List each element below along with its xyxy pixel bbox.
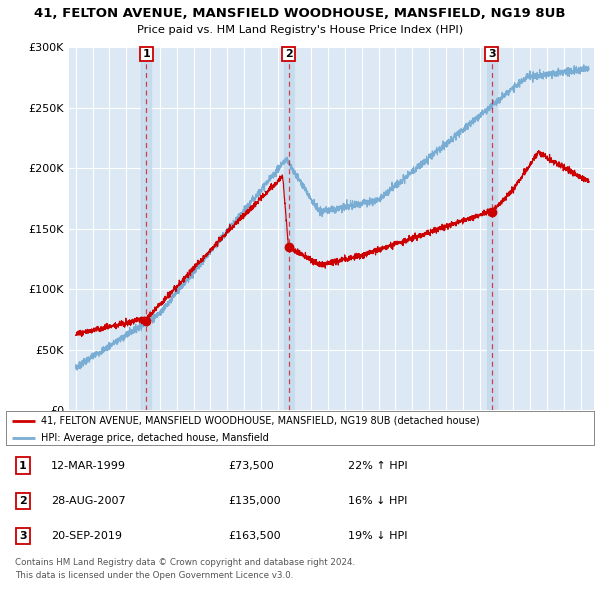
Text: 22% ↑ HPI: 22% ↑ HPI [348, 461, 407, 470]
Text: 1: 1 [19, 461, 26, 470]
Text: This data is licensed under the Open Government Licence v3.0.: This data is licensed under the Open Gov… [15, 571, 293, 579]
Text: 41, FELTON AVENUE, MANSFIELD WOODHOUSE, MANSFIELD, NG19 8UB (detached house): 41, FELTON AVENUE, MANSFIELD WOODHOUSE, … [41, 416, 480, 426]
Text: 20-SEP-2019: 20-SEP-2019 [51, 532, 122, 541]
Text: HPI: Average price, detached house, Mansfield: HPI: Average price, detached house, Mans… [41, 433, 269, 443]
Text: 3: 3 [19, 532, 26, 541]
Text: 3: 3 [488, 49, 496, 59]
Bar [142, 47, 151, 410]
Text: 28-AUG-2007: 28-AUG-2007 [51, 496, 125, 506]
Text: 2: 2 [285, 49, 292, 59]
Text: 2: 2 [19, 496, 26, 506]
Text: £73,500: £73,500 [228, 461, 274, 470]
Text: 41, FELTON AVENUE, MANSFIELD WOODHOUSE, MANSFIELD, NG19 8UB: 41, FELTON AVENUE, MANSFIELD WOODHOUSE, … [34, 7, 566, 20]
Text: 12-MAR-1999: 12-MAR-1999 [51, 461, 126, 470]
Text: Contains HM Land Registry data © Crown copyright and database right 2024.: Contains HM Land Registry data © Crown c… [15, 558, 355, 566]
Text: 19% ↓ HPI: 19% ↓ HPI [348, 532, 407, 541]
Text: 1: 1 [143, 49, 150, 59]
Text: Price paid vs. HM Land Registry's House Price Index (HPI): Price paid vs. HM Land Registry's House … [137, 25, 463, 35]
Text: £163,500: £163,500 [228, 532, 281, 541]
Text: £135,000: £135,000 [228, 496, 281, 506]
Text: 16% ↓ HPI: 16% ↓ HPI [348, 496, 407, 506]
Bar [487, 47, 497, 410]
Bar [284, 47, 293, 410]
